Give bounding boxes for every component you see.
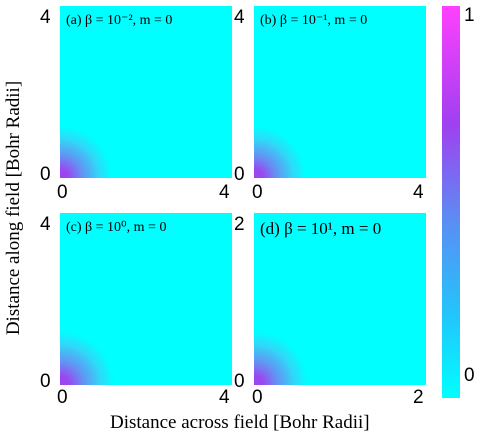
panel-b: (b) β = 10⁻¹, m = 0 — [254, 6, 426, 178]
heatmap-c — [60, 213, 232, 385]
panel-c: (c) β = 10⁰, m = 0 — [60, 213, 232, 385]
panel-b-xtick-min: 0 — [252, 182, 263, 203]
x-axis-label: Distance across field [Bohr Radii] — [110, 412, 370, 433]
panel-d-ytick-max: 2 — [234, 214, 245, 235]
panel-c-ytick-max: 4 — [40, 214, 51, 235]
panel-b-ytick-min: 0 — [234, 164, 245, 185]
panel-c-label: (c) β = 10⁰, m = 0 — [66, 220, 167, 235]
panel-d-label: (d) β = 10¹, m = 0 — [260, 219, 382, 238]
colorbar-max-label: 1 — [464, 5, 475, 26]
panel-b-xtick-max: 4 — [413, 182, 424, 203]
panel-c-ytick-min: 0 — [40, 371, 51, 392]
panel-a-xtick-max: 4 — [219, 182, 230, 203]
heatmap-density — [254, 213, 426, 385]
y-axis-label: Distance along field [Bohr Radii] — [3, 80, 24, 336]
heatmap-a — [60, 6, 232, 178]
panel-d-xtick-min: 0 — [252, 387, 263, 408]
heatmap-d — [254, 213, 426, 385]
panel-d-ytick-min: 0 — [234, 371, 245, 392]
panel-d-xtick-max: 2 — [413, 387, 424, 408]
panel-a-label: (a) β = 10⁻², m = 0 — [66, 13, 173, 28]
panel-d: (d) β = 10¹, m = 0 — [254, 213, 426, 385]
panel-a-ytick-max: 4 — [40, 7, 51, 28]
heatmap-density — [60, 213, 232, 385]
panel-b-label: (b) β = 10⁻¹, m = 0 — [260, 13, 368, 28]
colorbar-min-label: 0 — [464, 365, 475, 386]
panel-a-ytick-min: 0 — [40, 164, 51, 185]
heatmap-density — [60, 6, 232, 178]
panel-c-xtick-max: 4 — [219, 387, 230, 408]
panel-a: (a) β = 10⁻², m = 0 — [60, 6, 232, 178]
colorbar — [442, 6, 460, 398]
heatmap-b — [254, 6, 426, 178]
heatmap-density — [254, 6, 426, 178]
panel-a-xtick-min: 0 — [57, 182, 68, 203]
panel-c-xtick-min: 0 — [57, 387, 68, 408]
panel-b-ytick-max: 4 — [234, 7, 245, 28]
